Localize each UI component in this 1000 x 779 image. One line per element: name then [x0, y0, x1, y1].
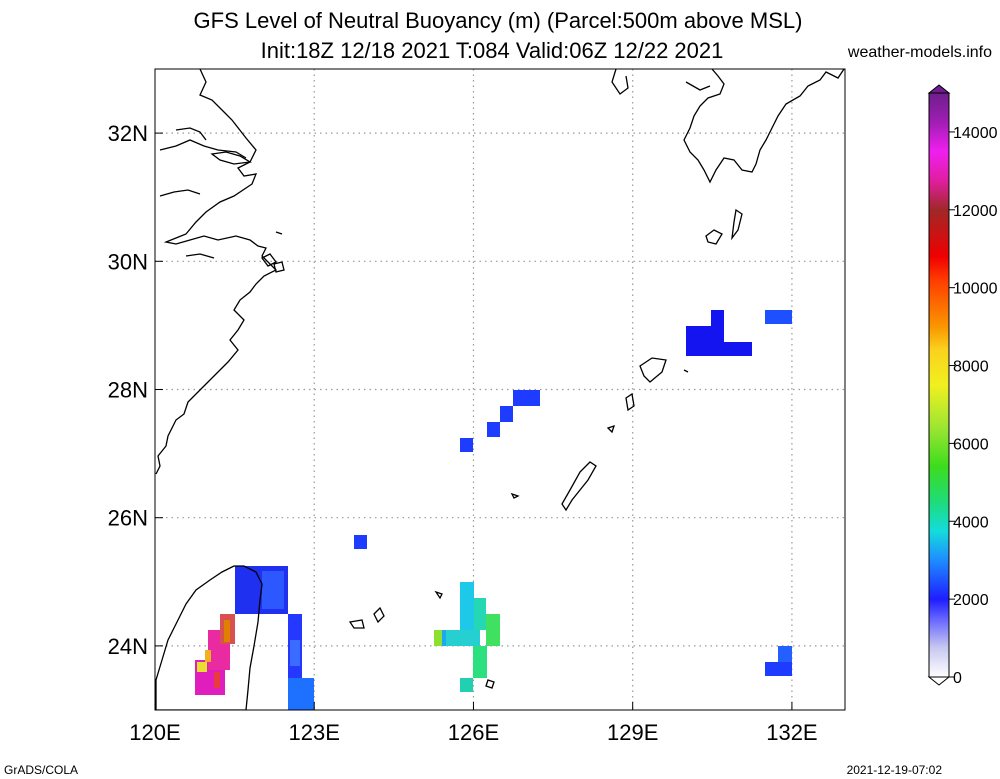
okinawa-island: [561, 461, 597, 512]
colorbar-top-arrow: [927, 84, 951, 94]
colorbar: 0 2000 4000 6000 8000 10000 12000 14000: [927, 84, 998, 687]
colorbar-tick-label: 0: [953, 670, 962, 687]
lon-tick-label: 120E: [129, 720, 180, 745]
footer-credit: GrADS/COLA: [4, 763, 79, 777]
lon-tick-label: 123E: [289, 720, 340, 745]
chart-title: GFS Level of Neutral Buoyancy (m) (Parce…: [193, 8, 803, 33]
shaded-field: [195, 310, 792, 710]
shade-cell: [446, 630, 480, 646]
island: [434, 590, 443, 600]
colorbar-bar: [928, 92, 950, 678]
shade-cell: [711, 310, 724, 326]
island: [731, 208, 743, 241]
colorbar-bottom-arrow: [927, 676, 951, 686]
shade-cell: [765, 662, 792, 676]
shade-cell: [290, 640, 300, 666]
island: [373, 606, 385, 624]
colorbar-tick-label: 8000: [953, 359, 989, 376]
axes: 120E 123E 126E 129E 132E 32N 30N 28N 26N 24N: [108, 121, 818, 745]
colorbar-ticks: 0 2000 4000 6000 8000 10000 12000 14000: [949, 125, 998, 687]
zhoushan-island: [273, 261, 285, 273]
island: [705, 229, 723, 245]
kyushu-coast: [683, 69, 845, 184]
island: [683, 369, 689, 373]
chart-subtitle: Init:18Z 12/18 2021 T:084 Valid:06Z 12/2…: [260, 38, 724, 63]
zhoushan-island: [275, 231, 283, 235]
site-label: weather-models.info: [847, 44, 992, 61]
coast-detail: [159, 189, 201, 197]
coast-detail: [611, 69, 629, 95]
shade-cell: [500, 406, 513, 422]
shade-cell: [354, 535, 367, 549]
shade-cell: [487, 422, 500, 437]
lat-tick-label: 26N: [108, 506, 148, 531]
lon-tick-label: 132E: [766, 720, 817, 745]
colorbar-tick-label: 14000: [953, 125, 998, 142]
shade-cell: [460, 582, 474, 632]
colorbar-tick-label: 12000: [953, 203, 998, 220]
shade-cell: [724, 342, 752, 356]
coast-detail: [685, 81, 711, 91]
shade-cell: [513, 390, 540, 406]
lat-tick-label: 30N: [108, 249, 148, 274]
lat-tick-label: 24N: [108, 634, 148, 659]
shade-cell: [765, 310, 792, 324]
shade-cell: [486, 614, 500, 646]
colorbar-tick-label: 4000: [953, 514, 989, 531]
china-coastline: [155, 69, 278, 475]
coastlines: [155, 69, 845, 710]
footer-timestamp: 2021-12-19-07:02: [846, 763, 942, 777]
colorbar-tick-label: 10000: [953, 281, 998, 298]
shade-cell: [778, 646, 792, 662]
taiwan-coast: [155, 565, 263, 710]
lon-tick-label: 129E: [607, 720, 658, 745]
yangtze-estuary: [159, 139, 247, 159]
shade-cell: [460, 678, 473, 692]
island: [625, 392, 635, 412]
shade-cell: [434, 630, 442, 646]
shade-cell: [197, 662, 207, 672]
island: [485, 679, 495, 689]
shade-cell: [473, 646, 487, 678]
island: [510, 492, 520, 499]
colorbar-tick-label: 6000: [953, 436, 989, 453]
shade-cell: [262, 571, 284, 609]
miyako-island: [348, 619, 365, 629]
island: [606, 424, 616, 434]
shade-cell: [460, 438, 473, 452]
lat-tick-label: 32N: [108, 121, 148, 146]
coast-detail: [185, 253, 215, 259]
shade-cell: [686, 326, 724, 356]
lat-tick-label: 28N: [108, 378, 148, 403]
shade-cell: [474, 598, 486, 630]
shade-cell: [288, 678, 314, 710]
amami-island: [639, 357, 667, 383]
zhoushan-island: [261, 253, 277, 267]
shade-cell: [205, 650, 211, 662]
chongming-island: [210, 151, 252, 165]
coast-detail: [175, 127, 207, 141]
shade-cell: [214, 672, 220, 688]
colorbar-tick-label: 2000: [953, 592, 989, 609]
shade-cell: [224, 620, 230, 642]
lon-tick-label: 126E: [448, 720, 499, 745]
